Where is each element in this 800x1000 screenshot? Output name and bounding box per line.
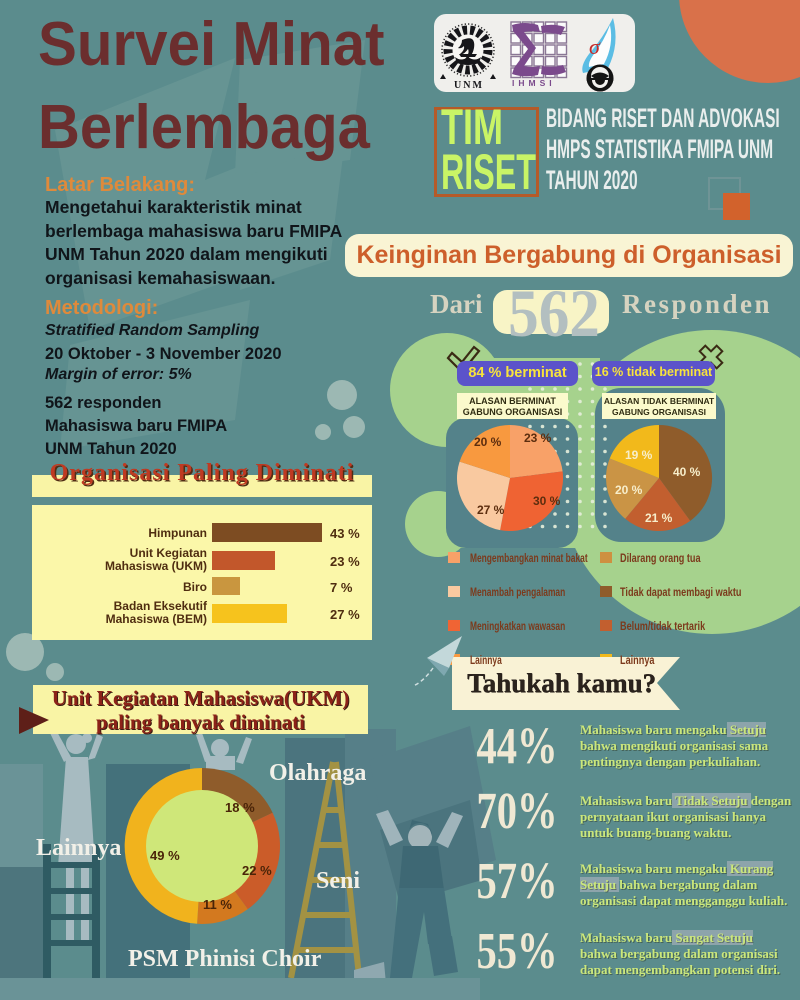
svg-text:σ: σ bbox=[589, 34, 601, 59]
svg-text:UNM: UNM bbox=[454, 80, 484, 91]
svg-text:IHMSI: IHMSI bbox=[512, 78, 556, 88]
